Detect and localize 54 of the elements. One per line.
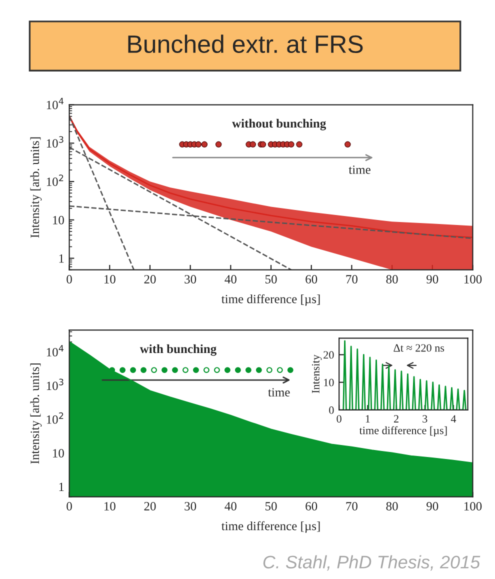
chart-title: Bunched extr. at FRS bbox=[128, 34, 363, 54]
y-axis-title: Intensity bbox=[312, 354, 322, 394]
annotation: time bbox=[268, 388, 290, 397]
x-tick-label: 30 bbox=[184, 275, 196, 284]
x-tick-label: 100 bbox=[464, 502, 482, 510]
x-tick-label: 100 bbox=[464, 275, 482, 284]
y-tick-label: 0 bbox=[329, 406, 334, 414]
y-tick-label: 10 bbox=[53, 449, 64, 458]
x-tick-label: 40 bbox=[224, 275, 236, 284]
x-tick-label: 1 bbox=[366, 415, 370, 423]
x-tick-label: 70 bbox=[346, 275, 358, 284]
x-tick-label: 90 bbox=[426, 502, 438, 510]
x-tick-label: 50 bbox=[265, 502, 277, 510]
y-tick-label: 20 bbox=[324, 351, 334, 359]
y-tick-label: 10$^{3}$ bbox=[46, 378, 64, 390]
x-tick-label: 10 bbox=[104, 502, 116, 510]
y-axis-title: Intensity [arb. units] bbox=[30, 137, 42, 238]
y-tick-label: 1 bbox=[59, 254, 64, 263]
y-tick-label: 1 bbox=[59, 482, 64, 491]
x-tick-label: 4 bbox=[450, 415, 456, 423]
x-tick-label: 2 bbox=[394, 415, 398, 423]
x-tick-label: 40 bbox=[224, 502, 236, 510]
x-tick-label: 0 bbox=[66, 502, 72, 510]
y-tick-label: 10$^{3}$ bbox=[46, 136, 64, 148]
annotation: without bunching bbox=[232, 118, 326, 130]
annotation: Δt ≈ 220 ns bbox=[394, 344, 444, 352]
x-axis-title: time difference [µs] bbox=[221, 521, 320, 533]
x-tick-label: 20 bbox=[144, 275, 156, 284]
x-tick-label: 60 bbox=[306, 502, 318, 510]
y-tick-label: 10$^{4}$ bbox=[46, 345, 64, 356]
y-tick-label: 10 bbox=[53, 216, 64, 224]
x-tick-label: 80 bbox=[386, 502, 398, 510]
line-series bbox=[342, 340, 466, 410]
x-tick-label: 60 bbox=[306, 275, 318, 284]
y-tick-label: 10$^{2}$ bbox=[46, 174, 64, 186]
x-tick-label: 0 bbox=[66, 275, 72, 284]
x-tick-label: 0 bbox=[336, 415, 342, 423]
y-axis-title: Intensity [arb. units] bbox=[30, 363, 42, 464]
x-tick-label: 30 bbox=[184, 502, 196, 510]
x-tick-label: 50 bbox=[265, 275, 277, 284]
x-axis-title: time difference [µs] bbox=[359, 426, 447, 436]
x-tick-label: 90 bbox=[426, 275, 438, 284]
x-tick-label: 80 bbox=[386, 275, 398, 284]
x-tick-label: 10 bbox=[104, 275, 116, 284]
annotation: time bbox=[348, 166, 370, 174]
annotation: with bunching bbox=[140, 344, 216, 356]
text: C. Stahl, PhD Thesis, 2015 bbox=[263, 555, 480, 571]
y-tick-label: 10$^{2}$ bbox=[46, 412, 64, 424]
x-tick-label: 20 bbox=[144, 502, 156, 510]
y-tick-label: 10 bbox=[324, 378, 334, 386]
x-axis-title: time difference [µs] bbox=[221, 294, 320, 306]
x-tick-label: 3 bbox=[422, 415, 428, 423]
y-tick-label: 10$^{4}$ bbox=[46, 98, 64, 110]
x-tick-label: 70 bbox=[346, 502, 358, 510]
